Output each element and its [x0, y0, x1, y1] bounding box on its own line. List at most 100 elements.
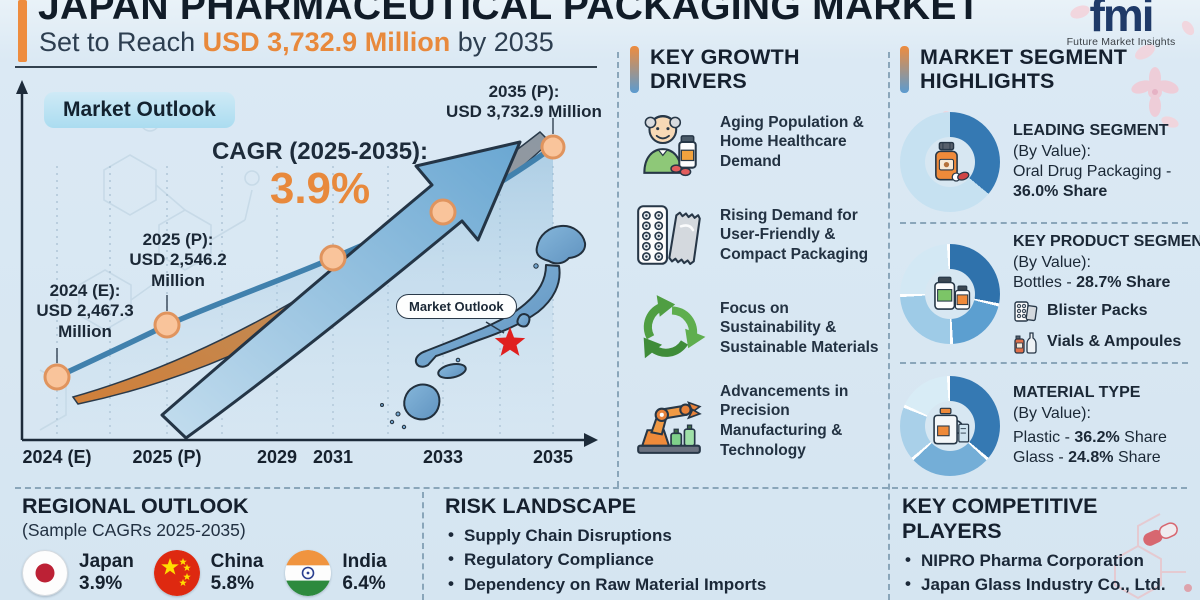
players-title: KEY COMPETITIVE PLAYERS — [902, 494, 1098, 543]
driver-item-sustainability: Focus on Sustainability & Sustainable Ma… — [630, 284, 886, 372]
sub-item-vials-ampoules: Vials & Ampoules — [1013, 330, 1200, 356]
china-flag — [153, 550, 200, 596]
x-tick-2029: 2029 — [256, 447, 298, 467]
segment-product: KEY PRODUCT SEGMENT (By Value): Bottles … — [900, 230, 1200, 358]
driver-text: Advancements in Precision Manufacturing … — [720, 382, 849, 460]
driver-text: Aging Population & Home Healthcare Deman… — [720, 113, 864, 171]
growth-drivers-section: KEY GROWTH DRIVERS — [630, 45, 886, 465]
data-label-2035: 2035 (P): USD 3,732.9 Million — [446, 82, 602, 122]
data-label-2024: 2024 (E): USD 2,467.3 Million — [36, 281, 134, 341]
segments-title: MARKET SEGMENT HIGHLIGHTS — [920, 45, 1128, 93]
subtitle-suffix: by 2035 — [450, 27, 554, 57]
japan-kyushu — [403, 383, 441, 421]
x-tick-2033: 2033 — [422, 447, 464, 467]
segment-material: MATERIAL TYPE (By Value): Plastic - 36.2… — [900, 368, 1198, 484]
cagr-annotation: CAGR (2025-2035): 3.9% — [185, 138, 455, 212]
subtitle-value: USD 3,732.9 Million — [202, 27, 451, 57]
tokyo-star — [494, 327, 526, 356]
region-japan: Japan 3.9% — [22, 550, 154, 596]
regional-outlook-section: REGIONAL OUTLOOK (Sample CAGRs 2025-2035… — [22, 494, 417, 596]
robot-arm-icon — [630, 382, 708, 460]
risk-item: Regulatory Compliance — [445, 547, 875, 572]
cagr-label: CAGR (2025-2035): — [211, 138, 429, 165]
sub-item-blister-packs: Blister Packs — [1013, 299, 1200, 325]
india-flag — [285, 550, 332, 596]
x-tick-2024: 2024 (E) — [22, 447, 92, 467]
label-connectors — [56, 118, 554, 363]
driver-item-manufacturing: Advancements in Precision Manufacturing … — [630, 377, 886, 465]
growth-drivers-header: KEY GROWTH DRIVERS — [630, 45, 886, 94]
player-item: NIPRO Pharma Corporation — [902, 548, 1194, 573]
divider-segment-2-3 — [900, 362, 1188, 364]
bottles-icon — [934, 276, 971, 310]
section-accent-bar — [630, 46, 639, 94]
section-accent-bar — [900, 46, 909, 94]
risk-landscape-section: RISK LANDSCAPE Supply Chain Disruptions … — [445, 494, 875, 600]
plastic-jug-icon — [933, 407, 970, 445]
recycle-icon — [630, 289, 708, 367]
map-callout-connector — [485, 321, 505, 334]
risk-item: High Innovation Costs — [445, 596, 875, 600]
material-type-text: MATERIAL TYPE (By Value): Plastic - 36.2… — [1013, 384, 1167, 467]
driver-item-packaging: Rising Demand for User-Friendly & Compac… — [630, 191, 886, 279]
segment-leading: LEADING SEGMENT (By Value): Oral Drug Pa… — [900, 106, 1198, 218]
risk-title: RISK LANDSCAPE — [445, 494, 637, 518]
x-tick-2035: 2035 — [532, 447, 574, 467]
segments-header: MARKET SEGMENT HIGHLIGHTS — [900, 45, 1192, 94]
divider-main-bottom — [15, 487, 1187, 489]
product-segment-text: KEY PRODUCT SEGMENT (By Value): Bottles … — [1013, 232, 1200, 355]
leading-segment-donut — [900, 112, 1000, 212]
map-callout-label: Market Outlook — [396, 294, 517, 319]
cagr-value: 3.9% — [269, 164, 371, 213]
x-tick-2025: 2025 (P) — [132, 447, 202, 467]
risk-item: Dependency on Raw Material Imports — [445, 572, 875, 597]
japan-chiba — [516, 313, 531, 328]
risk-item: Supply Chain Disruptions — [445, 523, 875, 548]
page-title: JAPAN PHARMACEUTICAL PACKAGING MARKET — [38, 0, 981, 28]
y-axis-arrowhead — [16, 80, 28, 94]
market-outlook-badge: Market Outlook — [44, 92, 235, 128]
material-type-donut — [900, 376, 1000, 476]
product-segment-donut — [900, 244, 1000, 344]
blister-pack-icon — [630, 196, 708, 274]
region-china: China 5.8% — [153, 550, 286, 596]
fmi-logo-tagline: Future Market Insights — [1066, 36, 1176, 48]
title-accent-bar — [18, 0, 27, 62]
competitive-players-section: KEY COMPETITIVE PLAYERS NIPRO Pharma Cor… — [902, 494, 1194, 600]
players-list: NIPRO Pharma Corporation Japan Glass Ind… — [902, 548, 1194, 600]
header-divider — [15, 66, 597, 68]
growth-drivers-title: KEY GROWTH DRIVERS — [650, 45, 800, 93]
risk-list: Supply Chain Disruptions Regulatory Comp… — [445, 523, 875, 600]
driver-text: Rising Demand for User-Friendly & Compac… — [720, 206, 869, 264]
market-outlook-chart — [16, 80, 598, 447]
driver-text: Focus on Sustainability & Sustainable Ma… — [720, 299, 879, 357]
japan-flag — [22, 550, 68, 596]
regional-title: REGIONAL OUTLOOK — [22, 494, 249, 518]
fmi-logo: fmi Future Market Insights — [1056, 0, 1186, 48]
pill-bottle-icon — [935, 141, 970, 182]
driver-item-aging: Aging Population & Home Healthcare Deman… — [630, 98, 886, 186]
regional-subtitle: (Sample CAGRs 2025-2035) — [22, 520, 246, 540]
blister-pack-mini-icon — [1014, 301, 1038, 322]
elderly-person-icon — [630, 103, 708, 181]
fmi-logo-text: fmi — [1089, 0, 1155, 41]
leading-segment-text: LEADING SEGMENT (By Value): Oral Drug Pa… — [1013, 122, 1172, 201]
subtitle-prefix: Set to Reach — [39, 27, 203, 57]
chart-axes — [20, 92, 586, 442]
japan-shikoku — [437, 363, 467, 379]
divider-segment-1-2 — [900, 222, 1188, 224]
x-axis-arrowhead — [584, 433, 598, 447]
japan-hokkaido — [535, 224, 587, 265]
data-point-markers — [43, 134, 566, 391]
divider-regional-risk — [422, 492, 424, 600]
data-label-2025: 2025 (P): USD 2,546.2 Million — [129, 230, 227, 290]
vial-ampoule-mini-icon — [1014, 332, 1037, 354]
page-subtitle: Set to Reach USD 3,732.9 Million by 2035 — [39, 27, 554, 58]
divider-chart-drivers — [617, 52, 619, 487]
x-tick-2031: 2031 — [312, 447, 354, 467]
japan-map — [380, 224, 587, 430]
region-india: India 6.4% — [285, 550, 417, 596]
regional-entries: Japan 3.9% China 5.8 — [22, 550, 417, 596]
divider-drivers-segments — [888, 52, 890, 600]
